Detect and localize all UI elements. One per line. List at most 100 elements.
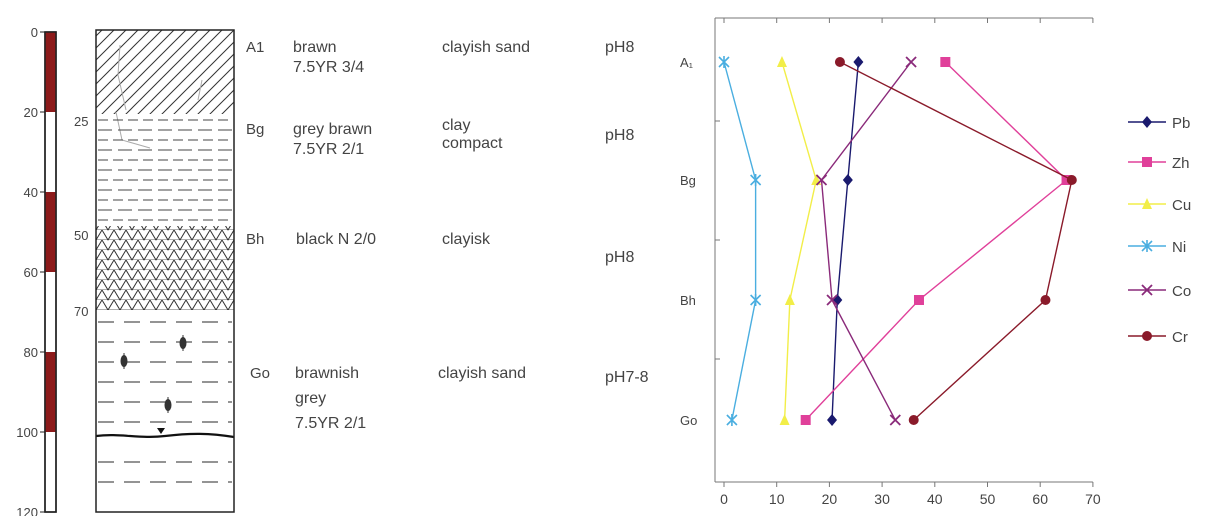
horizon-color: brawn [293, 39, 337, 56]
lithology-a1-diagonal-hatch [96, 30, 234, 114]
data-point-cr [908, 415, 919, 425]
x-tick-label: 70 [1085, 491, 1101, 507]
horizon-go: Go brawnish grey 7.5YR 2/1 clayish sand … [250, 365, 649, 432]
water-table-icon [157, 428, 165, 434]
depth-tick-label: 100 [16, 425, 38, 440]
data-point-cu [779, 414, 790, 425]
heavy-metal-depth-chart: A₁ Bg Bh Go 0 10 20 30 40 50 60 70 Pb Zh Cu Ni Co Cr [680, 17, 1191, 507]
series-line-pb [831, 61, 860, 421]
legend-item-co: Co [1128, 283, 1191, 300]
data-point-cr [1066, 175, 1077, 185]
legend-label: Cu [1172, 197, 1191, 214]
legend-marker [1141, 240, 1153, 252]
series-co [815, 56, 917, 426]
x-tick-label: 20 [822, 491, 838, 507]
legend-item-cu: Cu [1128, 197, 1191, 214]
horizon-color: 7.5YR 2/1 [293, 141, 364, 158]
inner-depth-label: 70 [74, 304, 88, 319]
series-cr [834, 57, 1077, 425]
horizon-code: Go [250, 365, 270, 382]
legend-marker [1141, 284, 1153, 296]
x-tick-label: 40 [927, 491, 943, 507]
lithology-column: 25 50 70 [74, 29, 235, 513]
legend-label: Ni [1172, 239, 1186, 256]
legend-marker [1142, 198, 1152, 209]
horizon-color: 7.5YR 2/1 [295, 415, 366, 432]
depth-tick-label: 40 [24, 185, 38, 200]
depth-scale-band-80-100 [45, 352, 56, 432]
horizon-ph: pH8 [605, 249, 634, 266]
series-cu [776, 56, 822, 425]
x-tick-label: 60 [1032, 491, 1048, 507]
depth-scale: 0 20 40 60 80 100 120 [16, 25, 57, 516]
category-label: Go [680, 413, 697, 428]
water-table-line [95, 432, 235, 439]
category-label: Bh [680, 293, 696, 308]
inner-depth-label: 25 [74, 114, 88, 129]
data-point-cr [834, 57, 845, 67]
horizon-descriptions: A1 brawn 7.5YR 3/4 clayish sand pH8 Bg g… [246, 39, 649, 432]
horizon-texture: clayish sand [438, 365, 526, 382]
horizon-code: A1 [246, 39, 264, 56]
data-point-zh [800, 415, 811, 425]
depth-scale-band-0-20 [45, 32, 56, 112]
series-line-co [820, 61, 912, 421]
legend-marker [1142, 331, 1152, 341]
data-point-pb [853, 56, 864, 68]
horizon-color: 7.5YR 3/4 [293, 59, 364, 76]
x-tick-label: 50 [980, 491, 996, 507]
series-line-ni [723, 61, 757, 421]
lithology-frame [95, 29, 235, 513]
root-trace [117, 44, 127, 111]
series-ni [718, 56, 762, 426]
horizon-code: Bh [246, 231, 264, 248]
x-tick-label: 10 [769, 491, 785, 507]
legend-item-cr: Cr [1128, 329, 1188, 346]
horizon-texture: clayish sand [442, 39, 530, 56]
series-zh [800, 57, 1072, 425]
horizon-a1: A1 brawn 7.5YR 3/4 clayish sand pH8 [246, 39, 634, 76]
series-line-zh [805, 61, 1068, 421]
series-pb [827, 56, 864, 426]
depth-tick-label: 20 [24, 105, 38, 120]
series-line-cu [781, 61, 817, 421]
inner-depth-label: 50 [74, 228, 88, 243]
depth-tick-label: 120 [16, 505, 38, 516]
horizon-bh: Bh black N 2/0 clayisk pH8 [246, 231, 634, 266]
data-point-co [826, 294, 838, 306]
horizon-texture: clayisk [442, 231, 491, 248]
data-point-co [905, 56, 917, 68]
data-point-cu [784, 294, 795, 305]
lithology-bh-triangle-hatch [96, 226, 234, 310]
horizon-texture: clay [442, 117, 470, 134]
data-point-zh [940, 57, 951, 67]
horizon-code: Bg [246, 121, 264, 138]
depth-tick-label: 0 [31, 25, 38, 40]
data-point-ni [718, 56, 730, 68]
series-line-cr [839, 61, 1073, 421]
data-point-co [889, 414, 901, 426]
legend-label: Co [1172, 283, 1191, 300]
data-point-zh [1061, 175, 1072, 185]
depth-scale-band-40-60 [45, 192, 56, 272]
data-point-cr [1040, 295, 1051, 305]
lithology-bg-dashed [98, 119, 232, 221]
concretion-icon [120, 335, 187, 413]
horizon-ph: pH7-8 [605, 369, 649, 386]
data-point-zh [913, 295, 924, 305]
horizon-color: brawnish [295, 365, 359, 382]
data-point-co [815, 174, 828, 186]
x-tick-label: 30 [874, 491, 890, 507]
legend-item-pb: Pb [1128, 115, 1190, 132]
data-point-pb [842, 174, 853, 186]
horizon-bg: Bg grey brawn 7.5YR 2/1 clay compact pH8 [246, 117, 634, 158]
depth-tick-label: 60 [24, 265, 38, 280]
data-point-ni [750, 174, 762, 186]
data-point-cu [776, 56, 787, 67]
data-point-ni [726, 414, 738, 426]
horizon-ph: pH8 [605, 127, 634, 144]
horizon-color: black N 2/0 [296, 231, 376, 248]
legend-item-zh: Zh [1128, 155, 1190, 172]
horizon-color: grey brawn [293, 121, 372, 138]
